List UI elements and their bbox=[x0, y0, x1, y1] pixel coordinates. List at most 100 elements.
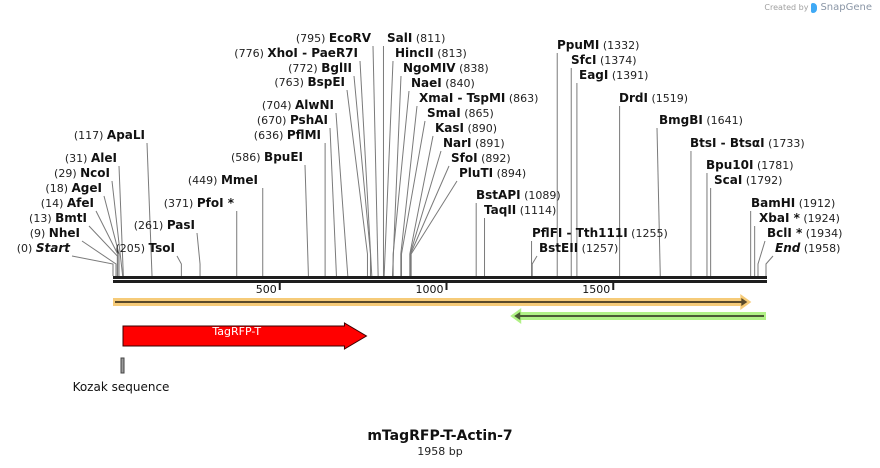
site-label-pluti[interactable]: PluTI (894) bbox=[459, 166, 526, 180]
restriction-site[interactable]: (670) PshAI bbox=[257, 113, 328, 127]
restriction-site[interactable]: PluTI (894) bbox=[459, 166, 526, 180]
site-label-ngomiv[interactable]: NgoMIV (838) bbox=[403, 61, 489, 75]
site-label-apali[interactable]: (117) ApaLI bbox=[74, 128, 145, 142]
restriction-site[interactable]: PflFI - Tth111I (1255) bbox=[532, 226, 668, 240]
restriction-site[interactable]: BtsI - BtsαI (1733) bbox=[690, 136, 805, 150]
site-label-nhei[interactable]: (9) NheI bbox=[30, 226, 80, 240]
orf-reverse-arrow[interactable] bbox=[510, 308, 766, 324]
restriction-site[interactable]: BstEII (1257) bbox=[539, 241, 618, 255]
restriction-site[interactable]: (117) ApaLI bbox=[74, 128, 145, 142]
restriction-site[interactable]: (586) BpuEI bbox=[231, 150, 303, 164]
restriction-site[interactable]: SfcI (1374) bbox=[571, 53, 637, 67]
feature-tagrfp-t[interactable]: TagRFP-T bbox=[122, 322, 368, 350]
restriction-site[interactable]: SfoI (892) bbox=[451, 151, 511, 165]
restriction-site[interactable]: HincII (813) bbox=[395, 46, 467, 60]
restriction-site[interactable]: (18) AgeI bbox=[45, 181, 102, 195]
site-enzyme-name: PshAI bbox=[290, 113, 328, 127]
site-label-bpu10i[interactable]: Bpu10I (1781) bbox=[706, 158, 794, 172]
site-label-mmei[interactable]: (449) MmeI bbox=[188, 173, 258, 187]
sequence-backbone[interactable] bbox=[113, 276, 767, 283]
restriction-site[interactable]: (29) NcoI bbox=[54, 166, 110, 180]
site-label-sali[interactable]: SalI (811) bbox=[387, 31, 445, 45]
site-label-smai[interactable]: SmaI (865) bbox=[427, 106, 494, 120]
site-label-bspei[interactable]: (763) BspEI bbox=[274, 75, 345, 89]
site-label-drdi[interactable]: DrdI (1519) bbox=[619, 91, 688, 105]
site-label-start[interactable]: (0) Start bbox=[17, 241, 71, 255]
site-label-nari[interactable]: NarI (891) bbox=[443, 136, 505, 150]
site-label-btsi-bts-i[interactable]: BtsI - BtsαI (1733) bbox=[690, 136, 805, 150]
site-label-alwni[interactable]: (704) AlwNI bbox=[262, 98, 334, 112]
restriction-site[interactable]: (14) AfeI bbox=[41, 196, 94, 210]
site-label-bpuei[interactable]: (586) BpuEI bbox=[231, 150, 303, 164]
site-label-bcli-[interactable]: BclI * (1934) bbox=[767, 226, 842, 240]
site-label-bglii[interactable]: (772) BglII bbox=[288, 61, 352, 75]
site-label-sfoi[interactable]: SfoI (892) bbox=[451, 151, 511, 165]
site-label-alei[interactable]: (31) AleI bbox=[65, 151, 117, 165]
site-label-sfci[interactable]: SfcI (1374) bbox=[571, 53, 637, 67]
restriction-site[interactable]: XbaI * (1924) bbox=[759, 211, 840, 225]
restriction-site[interactable]: (772) BglII bbox=[288, 61, 352, 75]
restriction-site[interactable]: (261) PasI bbox=[134, 218, 195, 232]
restriction-site[interactable]: (31) AleI bbox=[65, 151, 117, 165]
site-label-pflmi[interactable]: (636) PflMI bbox=[254, 128, 321, 142]
site-label-kasi[interactable]: KasI (890) bbox=[435, 121, 497, 135]
restriction-site[interactable]: TaqII (1114) bbox=[484, 203, 556, 217]
restriction-site[interactable]: (776) XhoI - PaeR7I bbox=[234, 46, 358, 60]
site-label-bstapi[interactable]: BstAPI (1089) bbox=[476, 188, 561, 202]
site-label-xbai-[interactable]: XbaI * (1924) bbox=[759, 211, 840, 225]
site-label-ncoi[interactable]: (29) NcoI bbox=[54, 166, 110, 180]
restriction-site[interactable]: NarI (891) bbox=[443, 136, 505, 150]
restriction-site[interactable]: Bpu10I (1781) bbox=[706, 158, 794, 172]
feature-kozak-sequence[interactable]: Kozak sequence bbox=[73, 357, 170, 394]
site-label-ecorv[interactable]: (795) EcoRV bbox=[296, 31, 372, 45]
site-label-pfoi-[interactable]: (371) PfoI * bbox=[164, 196, 235, 210]
site-label-pasi[interactable]: (261) PasI bbox=[134, 218, 195, 232]
restriction-site[interactable]: (13) BmtI bbox=[29, 211, 87, 225]
restriction-site[interactable]: (449) MmeI bbox=[188, 173, 258, 187]
site-label-agei[interactable]: (18) AgeI bbox=[45, 181, 102, 195]
restriction-site[interactable]: KasI (890) bbox=[435, 121, 497, 135]
restriction-site[interactable]: NaeI (840) bbox=[411, 76, 475, 90]
restriction-site[interactable]: (704) AlwNI bbox=[262, 98, 334, 112]
site-label-eagi[interactable]: EagI (1391) bbox=[579, 68, 648, 82]
restriction-site[interactable]: End (1958) bbox=[775, 241, 840, 255]
restriction-site[interactable]: ScaI (1792) bbox=[714, 173, 782, 187]
site-label-ppumi[interactable]: PpuMI (1332) bbox=[557, 38, 639, 52]
site-label-end[interactable]: End (1958) bbox=[775, 241, 840, 255]
site-label-scai[interactable]: ScaI (1792) bbox=[714, 173, 782, 187]
site-position: (670) bbox=[257, 114, 287, 127]
restriction-site[interactable]: (795) EcoRV bbox=[296, 31, 372, 45]
restriction-site[interactable]: (9) NheI bbox=[30, 226, 80, 240]
orf-forward-arrow[interactable] bbox=[113, 294, 752, 310]
restriction-site[interactable]: BstAPI (1089) bbox=[476, 188, 561, 202]
restriction-site[interactable]: EagI (1391) bbox=[579, 68, 648, 82]
restriction-site[interactable]: (636) PflMI bbox=[254, 128, 321, 142]
restriction-site[interactable]: SmaI (865) bbox=[427, 106, 494, 120]
restriction-site[interactable]: SalI (811) bbox=[387, 31, 445, 45]
restriction-site[interactable]: DrdI (1519) bbox=[619, 91, 688, 105]
site-label-bmti[interactable]: (13) BmtI bbox=[29, 211, 87, 225]
site-label-tsoi[interactable]: (205) TsoI bbox=[115, 241, 175, 255]
restriction-site[interactable]: XmaI - TspMI (863) bbox=[419, 91, 538, 105]
site-label-hincii[interactable]: HincII (813) bbox=[395, 46, 467, 60]
restriction-site[interactable]: BmgBI (1641) bbox=[659, 113, 743, 127]
site-label-pflfi-tth111i[interactable]: PflFI - Tth111I (1255) bbox=[532, 226, 668, 240]
restriction-site[interactable]: BamHI (1912) bbox=[751, 196, 835, 210]
restriction-site[interactable]: (763) BspEI bbox=[274, 75, 345, 89]
restriction-site[interactable]: PpuMI (1332) bbox=[557, 38, 639, 52]
restriction-site[interactable]: (0) Start bbox=[17, 241, 71, 255]
map-title-block: mTagRFP-T-Actin-7 1958 bp bbox=[0, 428, 880, 458]
restriction-site[interactable]: BclI * (1934) bbox=[767, 226, 842, 240]
site-label-xhoi-paer7i[interactable]: (776) XhoI - PaeR7I bbox=[234, 46, 358, 60]
site-label-bamhi[interactable]: BamHI (1912) bbox=[751, 196, 835, 210]
site-label-pshai[interactable]: (670) PshAI bbox=[257, 113, 328, 127]
site-label-naei[interactable]: NaeI (840) bbox=[411, 76, 475, 90]
restriction-site[interactable]: (371) PfoI * bbox=[164, 196, 235, 210]
site-label-bsteii[interactable]: BstEII (1257) bbox=[539, 241, 618, 255]
site-label-bmgbi[interactable]: BmgBI (1641) bbox=[659, 113, 743, 127]
site-label-xmai-tspmi[interactable]: XmaI - TspMI (863) bbox=[419, 91, 538, 105]
restriction-site[interactable]: NgoMIV (838) bbox=[403, 61, 489, 75]
site-label-afei[interactable]: (14) AfeI bbox=[41, 196, 94, 210]
site-label-taqii[interactable]: TaqII (1114) bbox=[484, 203, 556, 217]
restriction-site[interactable]: (205) TsoI bbox=[115, 241, 175, 255]
